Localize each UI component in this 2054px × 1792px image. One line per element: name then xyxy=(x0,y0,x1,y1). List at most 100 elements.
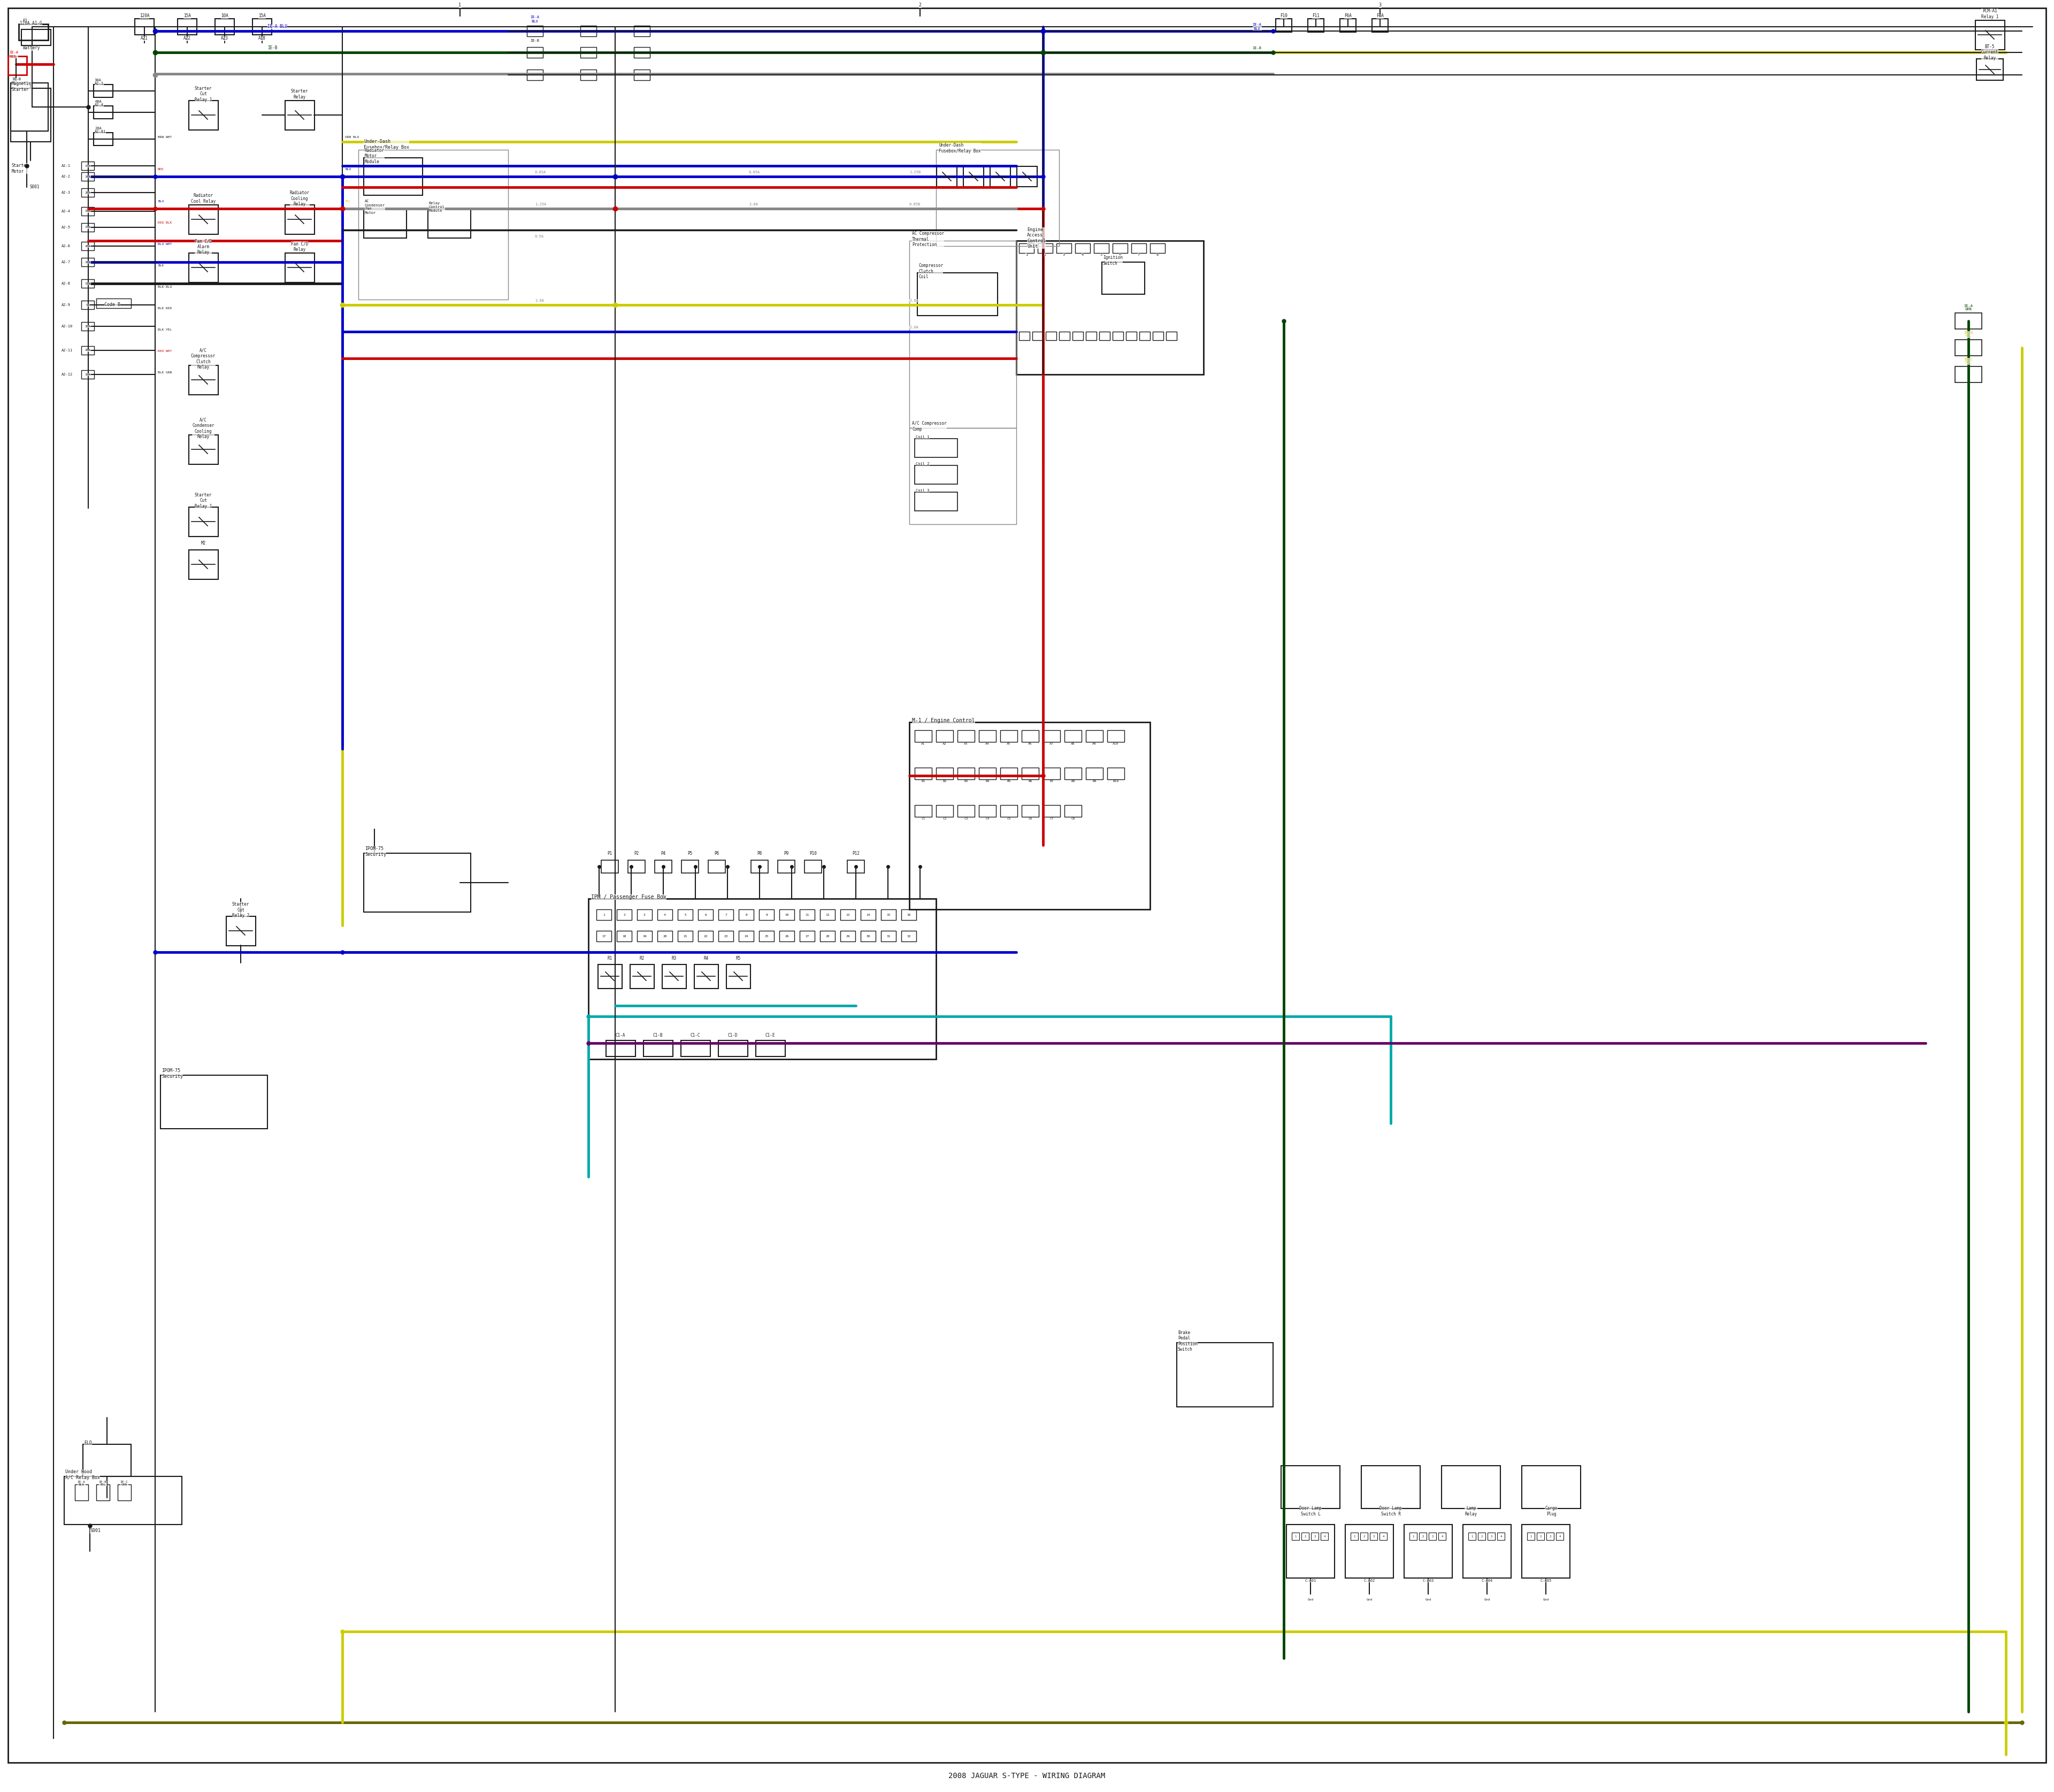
Text: C1-B: C1-B xyxy=(653,1032,663,1038)
Text: Door Lamp
Switch L: Door Lamp Switch L xyxy=(1300,1505,1321,1516)
Bar xyxy=(1113,244,1128,253)
Bar xyxy=(1043,805,1060,817)
Text: 120A: 120A xyxy=(140,14,150,18)
Bar xyxy=(937,167,957,186)
Text: 20A
A2-81: 20A A2-81 xyxy=(94,127,107,133)
Text: 18: 18 xyxy=(622,935,626,937)
Bar xyxy=(1043,729,1060,742)
Text: 21: 21 xyxy=(684,935,688,937)
Bar xyxy=(760,930,774,941)
Bar xyxy=(82,208,94,215)
Text: C-A02: C-A02 xyxy=(1364,1579,1374,1582)
Bar xyxy=(682,860,698,873)
Bar xyxy=(1095,244,1109,253)
Bar xyxy=(1487,1532,1495,1539)
Bar xyxy=(980,805,996,817)
Bar xyxy=(1037,244,1052,253)
Bar xyxy=(910,428,1017,525)
Text: 25: 25 xyxy=(764,935,768,937)
Bar xyxy=(719,1041,748,1057)
Bar xyxy=(1021,729,1039,742)
Text: Starter
Cut
Relay 1: Starter Cut Relay 1 xyxy=(195,86,212,102)
Text: P12: P12 xyxy=(852,851,859,855)
Bar xyxy=(1126,332,1136,340)
Bar xyxy=(1101,262,1144,294)
Text: A6: A6 xyxy=(1029,742,1033,745)
Bar xyxy=(528,70,542,81)
Text: 10A: 10A xyxy=(84,210,90,213)
Text: 15: 15 xyxy=(887,914,891,916)
Bar xyxy=(1360,1532,1368,1539)
Text: A7: A7 xyxy=(1050,742,1054,745)
Text: R2: R2 xyxy=(639,955,645,961)
Text: P4: P4 xyxy=(661,851,665,855)
Text: C-A01: C-A01 xyxy=(1304,1579,1317,1582)
Bar xyxy=(918,272,998,315)
Text: 2.0A: 2.0A xyxy=(750,202,758,206)
Bar xyxy=(937,151,1060,246)
Bar xyxy=(364,853,470,912)
Text: A2-3: A2-3 xyxy=(62,192,70,194)
Bar xyxy=(216,18,234,34)
Bar xyxy=(357,151,507,299)
Text: F8A: F8A xyxy=(1376,14,1384,18)
Bar xyxy=(678,909,692,919)
Text: C1-C: C1-C xyxy=(690,1032,700,1038)
Text: 30A
A2-3: 30A A2-3 xyxy=(94,79,105,86)
Bar xyxy=(189,100,218,131)
Bar xyxy=(1955,340,1982,357)
Bar xyxy=(635,47,649,57)
Bar xyxy=(21,29,51,45)
Text: 24: 24 xyxy=(744,935,748,937)
Text: M-1 / Engine Control: M-1 / Engine Control xyxy=(912,719,976,724)
Text: P6: P6 xyxy=(715,851,719,855)
Text: C3: C3 xyxy=(963,817,967,819)
Bar xyxy=(1107,767,1124,780)
Text: BLK GRN: BLK GRN xyxy=(158,371,173,375)
Text: 0.5A: 0.5A xyxy=(534,235,544,238)
Text: 15A: 15A xyxy=(183,14,191,18)
Text: PCM-A1
Relay 1: PCM-A1 Relay 1 xyxy=(1982,9,1999,20)
Bar xyxy=(643,1041,674,1057)
Text: A21: A21 xyxy=(142,36,148,41)
Text: BT-5
Current
Relay: BT-5 Current Relay xyxy=(1982,45,1999,61)
Text: F6A: F6A xyxy=(1343,14,1352,18)
Text: A/C Compressor
Comp: A/C Compressor Comp xyxy=(912,421,947,432)
Text: 30A: 30A xyxy=(84,324,90,328)
Bar xyxy=(82,258,94,267)
Bar xyxy=(629,860,645,873)
Bar xyxy=(94,106,113,118)
Bar xyxy=(606,1041,635,1057)
Text: B6: B6 xyxy=(1029,780,1033,783)
Bar xyxy=(1442,1466,1499,1509)
Bar xyxy=(914,466,957,484)
Bar xyxy=(1021,805,1039,817)
Text: 8: 8 xyxy=(1156,253,1158,256)
Bar xyxy=(1021,767,1039,780)
Bar xyxy=(937,805,953,817)
Text: Gnd: Gnd xyxy=(1543,1598,1549,1600)
Text: 0.85A: 0.85A xyxy=(750,170,760,174)
Bar xyxy=(661,964,686,989)
Text: F11: F11 xyxy=(1313,14,1319,18)
Text: Radiator
Cool Relay: Radiator Cool Relay xyxy=(191,194,216,204)
Text: IE-C
YEL: IE-C YEL xyxy=(1964,358,1974,364)
Text: B10: B10 xyxy=(1113,780,1119,783)
Bar xyxy=(778,909,795,919)
Text: 60A
A2-4: 60A A2-4 xyxy=(94,100,105,108)
Bar xyxy=(286,204,314,235)
Text: 0.85A: 0.85A xyxy=(534,170,546,174)
Bar xyxy=(427,208,470,238)
Text: A2-8: A2-8 xyxy=(62,281,70,285)
Bar xyxy=(1321,1532,1329,1539)
Text: 20A: 20A xyxy=(84,246,90,247)
Text: RED BLK: RED BLK xyxy=(158,222,173,224)
Bar xyxy=(189,253,218,283)
Bar xyxy=(655,860,672,873)
Bar xyxy=(82,242,94,251)
Text: R4: R4 xyxy=(705,955,709,961)
Bar xyxy=(10,82,47,131)
Text: B8: B8 xyxy=(1070,780,1074,783)
Bar xyxy=(840,909,854,919)
Bar xyxy=(160,1075,267,1129)
